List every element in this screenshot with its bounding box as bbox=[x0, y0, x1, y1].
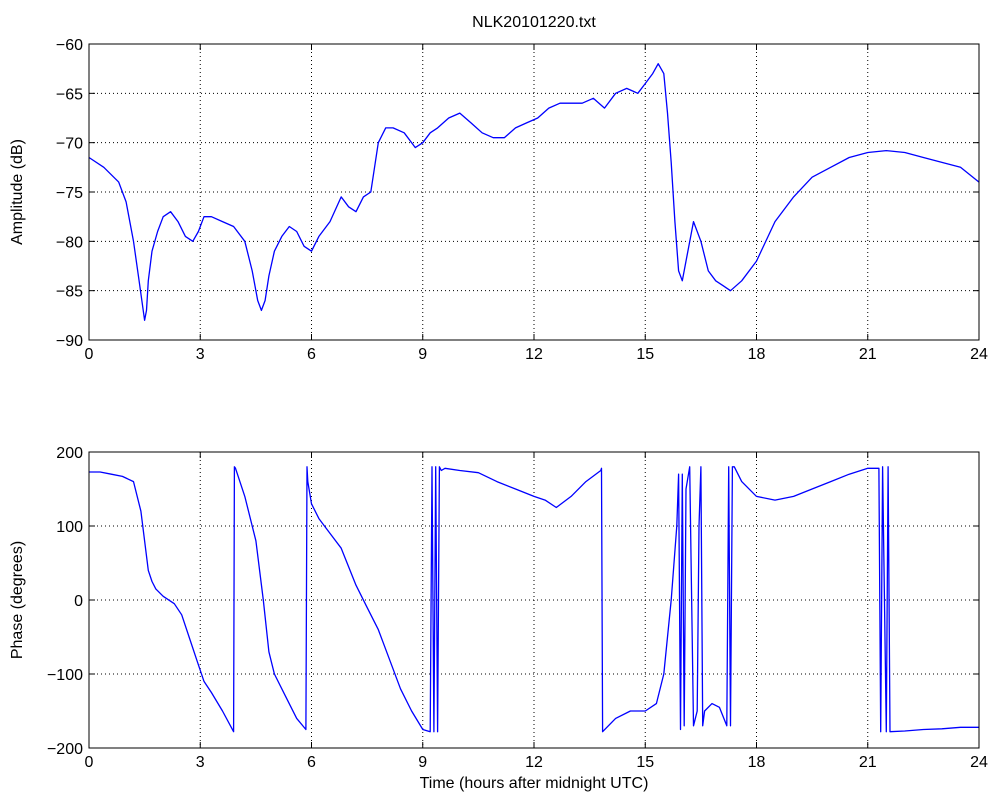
x-tick-label: 12 bbox=[525, 346, 543, 363]
x-tick-label: 3 bbox=[196, 754, 205, 771]
y-axis-label: Amplitude (dB) bbox=[9, 139, 26, 245]
x-tick-label: 9 bbox=[418, 346, 427, 363]
y-tick-label: −70 bbox=[56, 136, 83, 153]
x-tick-label: 21 bbox=[859, 754, 877, 771]
y-tick-label: 0 bbox=[74, 593, 83, 610]
y-tick-label: −85 bbox=[56, 284, 83, 301]
y-tick-label: 100 bbox=[56, 519, 83, 536]
y-tick-label: −65 bbox=[56, 86, 83, 103]
x-tick-label: 24 bbox=[970, 346, 988, 363]
x-tick-label: 24 bbox=[970, 754, 988, 771]
y-tick-label: −80 bbox=[56, 234, 83, 251]
x-tick-label: 18 bbox=[748, 346, 766, 363]
series-line-0 bbox=[89, 466, 979, 733]
x-axis-label: Time (hours after midnight UTC) bbox=[420, 775, 649, 792]
y-axis-label: Phase (degrees) bbox=[9, 541, 26, 659]
x-tick-label: 18 bbox=[748, 754, 766, 771]
chart-title: NLK20101220.txt bbox=[472, 14, 596, 31]
x-tick-label: 0 bbox=[85, 346, 94, 363]
chart-1: 0 3 6 9 12 15 18 21 24 200 100 0 −100 −200 Time (hours… bbox=[9, 445, 988, 792]
x-tick-label: 6 bbox=[307, 754, 316, 771]
y-tick-label: −100 bbox=[47, 667, 83, 684]
x-tick-label: 3 bbox=[196, 346, 205, 363]
x-tick-label: 6 bbox=[307, 346, 316, 363]
x-tick-label: 0 bbox=[85, 754, 94, 771]
x-tick-label: 15 bbox=[636, 754, 654, 771]
x-tick-label: 15 bbox=[636, 346, 654, 363]
chart-0: 0 3 6 9 12 15 18 21 24 −60 −65 −70 −75 −80 −85 −90 NLK20… bbox=[9, 14, 988, 363]
y-tick-label: −75 bbox=[56, 185, 83, 202]
x-tick-label: 21 bbox=[859, 346, 877, 363]
y-tick-label: −90 bbox=[56, 333, 83, 350]
y-tick-label: −60 bbox=[56, 37, 83, 54]
series-line-0 bbox=[88, 63, 980, 321]
y-tick-label: 200 bbox=[56, 445, 83, 462]
y-tick-label: −200 bbox=[47, 741, 83, 758]
x-tick-label: 9 bbox=[418, 754, 427, 771]
x-tick-label: 12 bbox=[525, 754, 543, 771]
